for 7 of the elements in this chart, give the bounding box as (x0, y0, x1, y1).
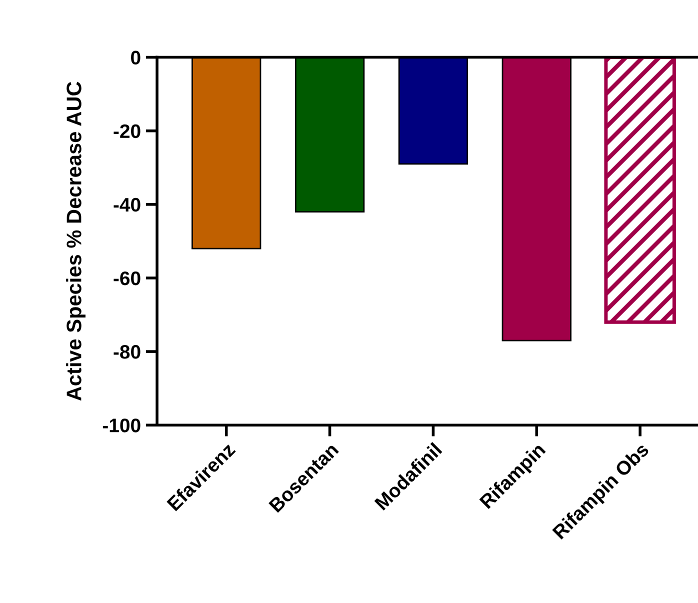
y-tick-label: -80 (114, 345, 140, 359)
y-tick-label: -20 (114, 124, 140, 138)
y-tick-label: -100 (102, 418, 140, 432)
y-tick-label: 0 (131, 50, 140, 65)
y-axis-title: Active Species % Decrease AUC (66, 82, 86, 401)
y-tick-label: -60 (114, 271, 140, 286)
y-tick-label: -40 (114, 198, 140, 212)
